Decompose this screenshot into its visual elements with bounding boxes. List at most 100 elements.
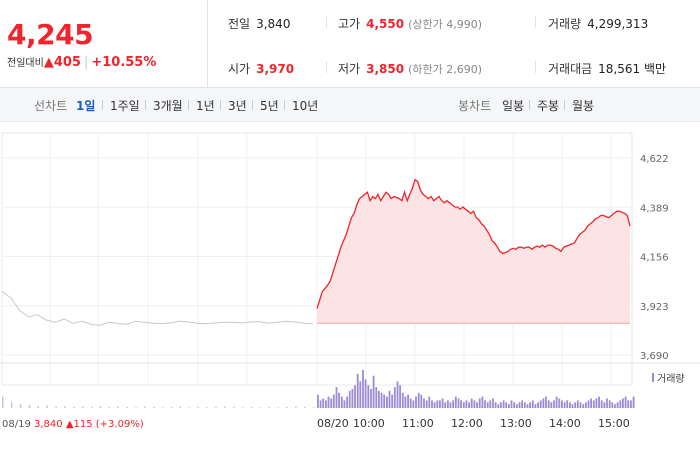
volume-bar — [619, 400, 622, 408]
volume-bar — [484, 400, 486, 408]
volume-bar — [494, 402, 497, 408]
volume-bar — [338, 392, 340, 408]
tab-weekly[interactable]: 주봉 — [537, 99, 560, 113]
volume-bar — [386, 396, 388, 408]
volume-bar — [595, 398, 598, 408]
volume-bar — [179, 406, 182, 408]
volume-bar — [465, 400, 468, 408]
volume-bar — [457, 398, 460, 408]
volume-bar — [188, 407, 191, 408]
divider — [284, 100, 285, 110]
volume-bar — [348, 390, 351, 408]
volume-bar — [584, 402, 587, 408]
volume-bar — [611, 402, 614, 408]
x-tick-label: 13:00 — [500, 417, 532, 430]
divider — [188, 100, 189, 110]
volume-bar — [401, 392, 404, 408]
today-area — [317, 179, 630, 324]
divider — [535, 61, 536, 73]
price-box: 4,245 전일대비▲405 | +10.55% — [0, 0, 208, 88]
volume-bar — [449, 402, 452, 408]
volume-bar — [37, 406, 39, 408]
divider: | — [83, 55, 89, 70]
tab-10y[interactable]: 10년 — [292, 99, 319, 113]
divider — [529, 100, 530, 110]
volume-bar — [553, 400, 555, 408]
divider — [326, 16, 327, 28]
volume-bar — [529, 402, 531, 408]
volume-bar — [206, 407, 208, 408]
volume-bar — [452, 400, 455, 408]
prev-day-close: 3,840 — [34, 419, 66, 430]
volume-bar — [579, 402, 582, 408]
change-label: 전일대비 — [7, 58, 44, 69]
volume-bar — [404, 396, 407, 408]
quote-summary: 4,245 전일대비▲405 | +10.55% 전일 3,840 시가 3,970 고… — [0, 0, 700, 88]
volume-bar — [99, 406, 102, 408]
x-tick-label: 15:00 — [598, 417, 630, 430]
prev-day-summary: 08/19 3,840 ▲115 (+3.09%) — [2, 419, 144, 430]
volume-bar — [375, 387, 378, 408]
divider — [102, 100, 103, 110]
volume-bar — [433, 402, 436, 408]
stat-low: 저가 3,850 (하한가 2,690) — [338, 62, 482, 76]
stat-open: 시가 3,970 — [228, 62, 295, 76]
volume-bar — [322, 398, 325, 408]
change-rate: +10.55% — [91, 55, 157, 70]
tab-5y[interactable]: 5년 — [260, 99, 279, 113]
volume-bar — [431, 400, 433, 408]
volume-bar — [622, 398, 624, 408]
volume-bar — [478, 398, 481, 408]
volume-bar — [372, 375, 375, 408]
y-tick-label: 4,389 — [640, 203, 669, 214]
prev-day-change: 115 — [74, 419, 96, 430]
tab-1d[interactable]: 1일 — [76, 99, 96, 113]
volume-bar — [354, 385, 356, 408]
stat-high: 고가 4,550 (상한가 4,990) — [338, 17, 482, 31]
volume-bar — [313, 407, 315, 408]
tab-3m[interactable]: 3개월 — [153, 99, 183, 113]
volume-bar — [526, 404, 529, 408]
volume-bar — [268, 406, 271, 408]
volume-bar — [545, 396, 547, 408]
volume-bar — [518, 402, 521, 408]
volume-bar — [380, 392, 383, 408]
tab-monthly[interactable]: 월봉 — [572, 99, 595, 113]
tab-3y[interactable]: 3년 — [228, 99, 247, 113]
volume-bar — [351, 389, 354, 408]
volume-bar — [117, 406, 119, 408]
volume-bar — [441, 398, 444, 408]
divider — [145, 100, 146, 110]
volume-bar — [587, 400, 590, 408]
volume-bar — [391, 394, 394, 408]
volume-bar — [28, 405, 31, 408]
volume-bar — [566, 400, 569, 408]
volume-bar — [161, 407, 164, 408]
chart-tab-bar: 선차트 1일 1주일 3개월 1년 3년 5년 10년 봉차트 일봉 주봉 월봉 — [0, 88, 700, 122]
volume-bar — [454, 396, 457, 408]
volume-bar — [82, 406, 84, 408]
tab-1w[interactable]: 1주일 — [110, 99, 140, 113]
volume-bar — [241, 407, 244, 408]
volume-bar — [399, 385, 401, 408]
price-change: 전일대비▲405 | +10.55% — [7, 54, 156, 70]
volume-bar — [250, 406, 253, 408]
volume-bar — [547, 400, 550, 408]
volume-bar — [436, 400, 439, 408]
volume-bar — [590, 398, 592, 408]
volume-bar — [444, 402, 447, 408]
volume-bar — [460, 400, 462, 408]
volume-bar — [468, 402, 470, 408]
volume-bar — [534, 404, 537, 408]
volume-bar — [616, 402, 619, 408]
volume-bar — [569, 402, 571, 408]
volume-bar — [500, 402, 502, 408]
volume-bar — [108, 406, 111, 408]
volume-bar — [317, 394, 319, 408]
volume-bar — [153, 406, 155, 408]
tab-1y[interactable]: 1년 — [196, 99, 215, 113]
volume-bar — [574, 402, 577, 408]
volume-bar — [447, 400, 449, 408]
tab-daily[interactable]: 일봉 — [502, 99, 525, 113]
stat-prev-close: 전일 3,840 — [228, 17, 291, 31]
